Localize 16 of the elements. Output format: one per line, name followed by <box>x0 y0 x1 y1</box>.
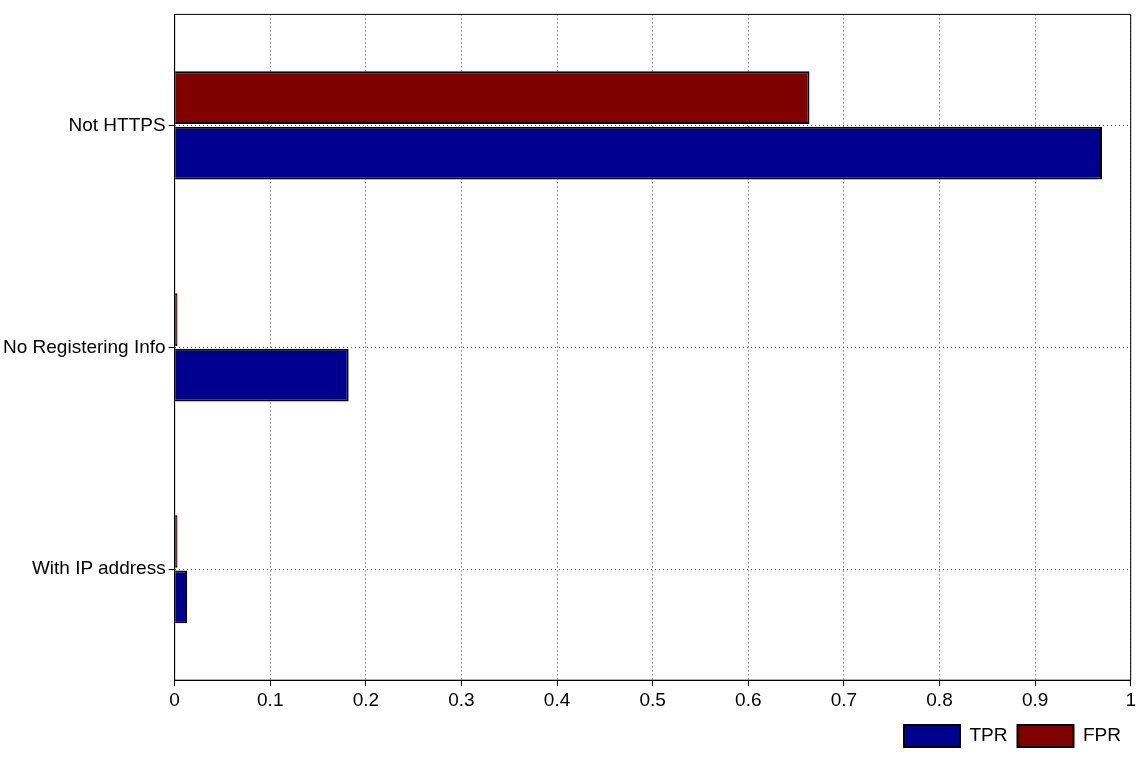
x-tick-label: 0.3 <box>448 688 475 710</box>
x-tick-label: 0.8 <box>926 688 953 710</box>
legend-label: FPR <box>1083 724 1121 746</box>
x-tick-label: 0.6 <box>735 688 762 710</box>
x-tick-label: 0.1 <box>257 688 284 710</box>
x-tick-label: 0.4 <box>543 688 571 710</box>
x-tick-label: 0.5 <box>639 688 666 710</box>
x-tick-label: 0.7 <box>830 688 858 710</box>
y-tick-label: With IP address <box>31 557 166 579</box>
x-tick-label: 0 <box>169 688 180 710</box>
x-tick-label: 1 <box>1125 688 1137 710</box>
x-tick-label: 0.2 <box>352 688 380 710</box>
y-tick-label: No Registering Info <box>2 335 166 357</box>
legend-label: TPR <box>969 724 1008 746</box>
x-tick-label: 0.9 <box>1021 688 1049 710</box>
y-tick-label: Not HTTPS <box>68 113 166 135</box>
